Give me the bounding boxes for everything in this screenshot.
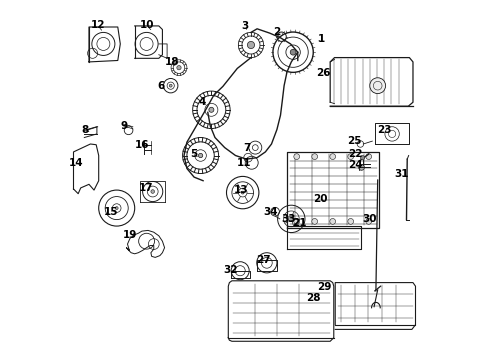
Text: 15: 15 <box>103 207 118 217</box>
Circle shape <box>151 190 154 193</box>
Text: 16: 16 <box>134 140 149 150</box>
Text: 34: 34 <box>263 207 277 217</box>
Text: 25: 25 <box>346 136 361 146</box>
Text: 5: 5 <box>190 149 197 159</box>
Text: 7: 7 <box>243 143 250 153</box>
Circle shape <box>365 219 371 224</box>
Text: 19: 19 <box>122 230 137 240</box>
Text: 17: 17 <box>139 183 154 193</box>
Text: 14: 14 <box>69 158 83 168</box>
Circle shape <box>115 207 118 210</box>
Text: 22: 22 <box>347 149 362 159</box>
Circle shape <box>329 219 335 224</box>
Text: 12: 12 <box>90 20 104 30</box>
Text: 8: 8 <box>81 125 89 135</box>
Text: 10: 10 <box>139 20 154 30</box>
Text: 29: 29 <box>317 282 331 292</box>
Text: 31: 31 <box>393 168 407 179</box>
Circle shape <box>347 219 353 224</box>
Circle shape <box>169 84 172 87</box>
Circle shape <box>347 154 353 159</box>
Text: 2: 2 <box>273 27 280 37</box>
Circle shape <box>369 78 385 94</box>
Circle shape <box>293 154 299 159</box>
Text: 26: 26 <box>315 68 329 78</box>
Text: 6: 6 <box>157 81 164 91</box>
Circle shape <box>241 191 244 194</box>
Circle shape <box>293 219 299 224</box>
Text: 3: 3 <box>241 21 247 31</box>
Text: 32: 32 <box>223 265 238 275</box>
Text: 20: 20 <box>312 194 326 204</box>
Circle shape <box>358 165 364 170</box>
Circle shape <box>360 156 364 160</box>
Text: 13: 13 <box>233 185 247 195</box>
Text: 11: 11 <box>236 158 250 168</box>
Circle shape <box>288 216 294 222</box>
Circle shape <box>247 41 254 49</box>
Circle shape <box>177 66 181 70</box>
Text: 21: 21 <box>291 218 306 228</box>
Circle shape <box>311 219 317 224</box>
Text: 9: 9 <box>120 121 127 131</box>
Circle shape <box>311 154 317 159</box>
Text: 28: 28 <box>306 293 320 303</box>
Text: 18: 18 <box>164 57 179 67</box>
Text: 4: 4 <box>198 96 205 107</box>
Circle shape <box>208 107 213 112</box>
Text: 24: 24 <box>347 160 362 170</box>
Text: 30: 30 <box>362 214 376 224</box>
Text: 23: 23 <box>376 125 390 135</box>
Text: 27: 27 <box>255 255 270 265</box>
Text: 1: 1 <box>318 34 325 44</box>
Text: 33: 33 <box>281 214 295 224</box>
Circle shape <box>365 154 371 159</box>
Circle shape <box>329 154 335 159</box>
Circle shape <box>198 153 203 158</box>
Circle shape <box>289 49 295 55</box>
